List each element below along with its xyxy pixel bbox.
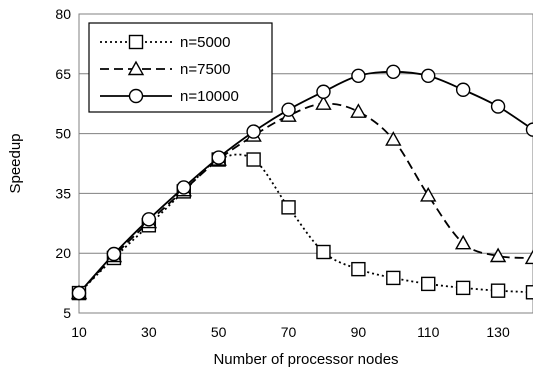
y-tick-label-80: 80 bbox=[55, 6, 71, 22]
legend-label-n-7500: n=7500 bbox=[180, 61, 230, 78]
data-point-n-10000-90 bbox=[351, 68, 366, 83]
data-point-n-10000-120 bbox=[455, 82, 471, 97]
data-point-n-10000-30 bbox=[141, 212, 157, 227]
y-tick-label-65: 65 bbox=[55, 66, 71, 82]
x-tick-label-90: 90 bbox=[351, 324, 367, 340]
data-point-n-10000-140 bbox=[525, 122, 533, 137]
data-point-n-10000-10 bbox=[71, 285, 87, 301]
x-tick-label-70: 70 bbox=[281, 324, 297, 340]
data-point-n-10000-40 bbox=[176, 180, 191, 195]
x-axis-title: Number of processor nodes bbox=[213, 351, 398, 368]
legend: n=5000 n=7500 n=10000 bbox=[88, 22, 273, 113]
y-axis-title: Speedup bbox=[7, 133, 24, 193]
marker-layer bbox=[70, 64, 533, 301]
data-point-n-5000-120 bbox=[455, 280, 471, 296]
data-point-n-7500-110 bbox=[420, 186, 437, 202]
y-tick-label-5: 5 bbox=[63, 305, 71, 321]
legend-marker-n-5000 bbox=[128, 34, 144, 50]
data-point-n-5000-140 bbox=[525, 285, 533, 300]
data-point-n-10000-110 bbox=[421, 68, 436, 83]
data-point-n-7500-100 bbox=[385, 131, 402, 146]
data-point-n-5000-70 bbox=[281, 200, 296, 215]
x-tick-label-130: 130 bbox=[486, 324, 510, 340]
data-point-n-10000-50 bbox=[211, 150, 226, 165]
legend-items: n=5000 n=7500 n=10000 bbox=[100, 34, 239, 105]
data-point-n-7500-130 bbox=[489, 247, 507, 263]
legend-marker-n-10000 bbox=[128, 88, 144, 104]
data-point-n-10000-60 bbox=[246, 124, 261, 139]
data-point-n-5000-100 bbox=[386, 270, 401, 286]
plot-area-frame bbox=[78, 13, 533, 314]
legend-item-n-10000: n=10000 bbox=[100, 88, 239, 105]
legend-label-n-10000: n=10000 bbox=[180, 88, 239, 105]
x-tick-label-10: 10 bbox=[71, 324, 87, 340]
x-axis-ticks: 10 30 50 70 90 110 130 bbox=[71, 324, 510, 340]
data-point-n-5000-60 bbox=[246, 152, 261, 167]
data-point-n-7500-120 bbox=[454, 234, 472, 250]
series-line-n-7500 bbox=[78, 102, 533, 294]
data-point-n-7500-90 bbox=[350, 103, 367, 118]
legend-item-n-5000: n=5000 bbox=[100, 34, 230, 51]
data-point-n-5000-110 bbox=[421, 276, 436, 292]
x-tick-label-110: 110 bbox=[417, 324, 440, 340]
data-point-n-7500-80 bbox=[315, 95, 332, 110]
data-point-n-5000-90 bbox=[351, 261, 366, 277]
data-point-n-10000-100 bbox=[386, 64, 401, 80]
x-tick-label-50: 50 bbox=[211, 324, 227, 340]
y-tick-label-20: 20 bbox=[55, 245, 71, 261]
y-axis-ticks: 5 20 35 50 65 80 bbox=[55, 6, 71, 321]
data-point-n-10000-130 bbox=[490, 99, 506, 114]
legend-box bbox=[88, 22, 273, 113]
data-point-n-10000-70 bbox=[281, 102, 296, 117]
data-point-n-5000-130 bbox=[490, 283, 506, 298]
data-point-n-5000-80 bbox=[316, 244, 331, 260]
legend-item-n-7500: n=7500 bbox=[100, 60, 230, 78]
legend-marker-n-7500 bbox=[127, 60, 145, 76]
data-point-n-7500-140 bbox=[524, 249, 533, 265]
x-tick-label-30: 30 bbox=[141, 324, 157, 340]
y-tick-label-35: 35 bbox=[55, 185, 71, 201]
data-point-n-10000-20 bbox=[106, 246, 122, 262]
data-point-n-10000-80 bbox=[316, 84, 331, 99]
y-tick-label-50: 50 bbox=[55, 126, 71, 142]
legend-label-n-5000: n=5000 bbox=[180, 34, 230, 51]
